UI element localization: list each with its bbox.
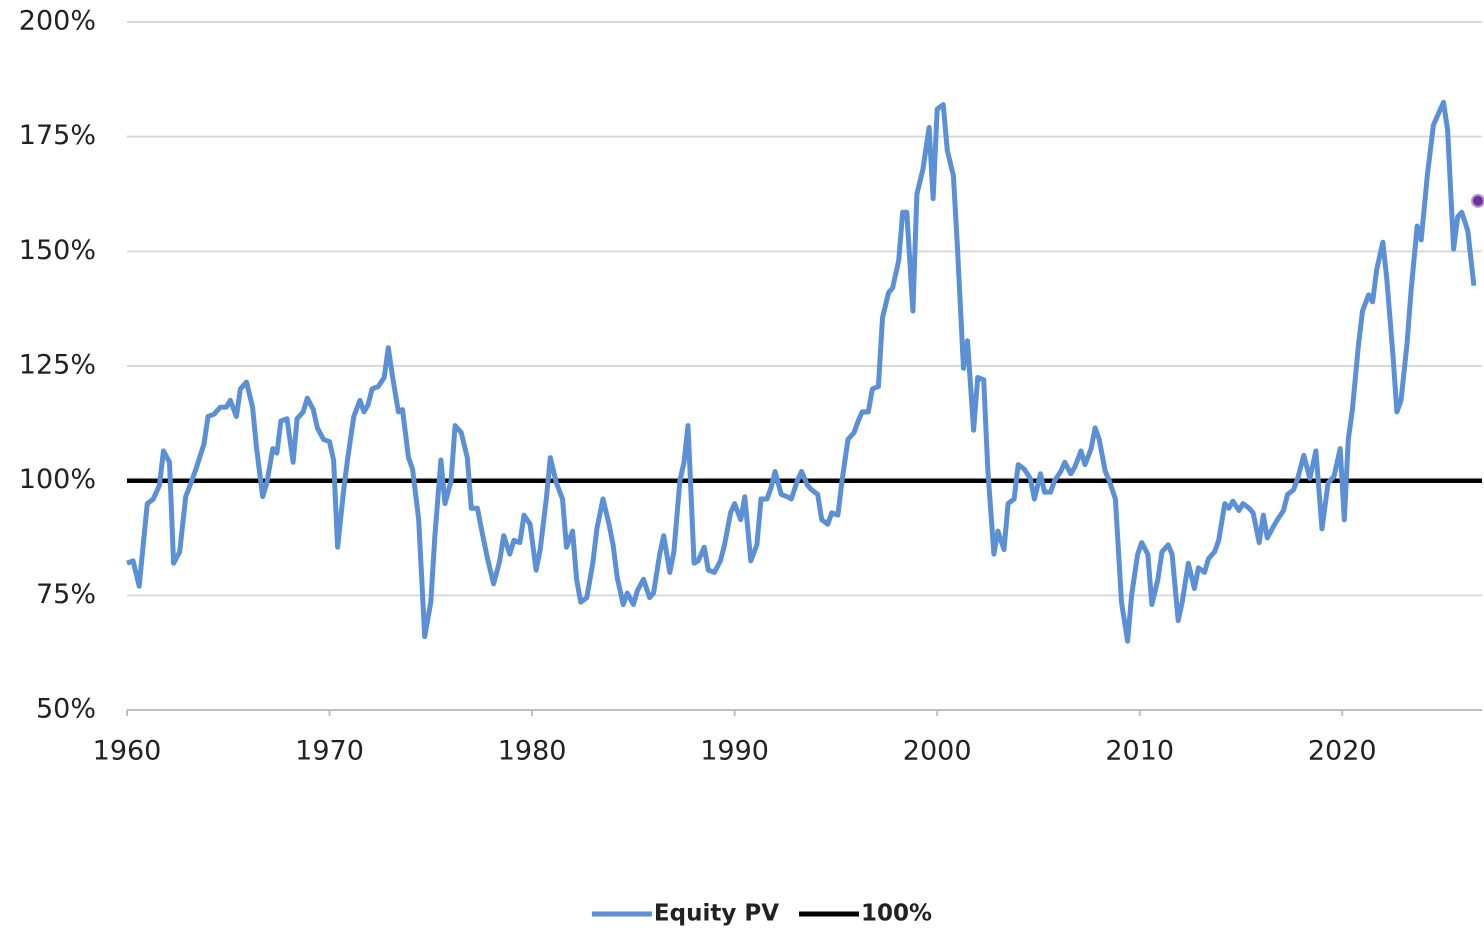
- series-line: [126, 99, 1477, 644]
- x-tick-label: 2010: [1105, 736, 1174, 767]
- y-tick-label: 175%: [19, 120, 96, 151]
- x-tick-label: 1970: [295, 736, 364, 767]
- x-tick-label: 2020: [1308, 736, 1377, 767]
- x-tick-label: 1960: [93, 736, 162, 767]
- x-tick-label: 2000: [903, 736, 972, 767]
- legend-text: Equity PV: [654, 901, 779, 927]
- legend-text: 100%: [861, 901, 932, 927]
- y-tick-label: 200%: [19, 6, 96, 37]
- x-tick-label: 1990: [700, 736, 769, 767]
- x-tick-label: 1980: [498, 736, 567, 767]
- y-tick-label: 100%: [19, 464, 96, 495]
- y-tick-label: 150%: [19, 235, 96, 266]
- latest-point: [1470, 193, 1484, 208]
- y-tick-label: 125%: [19, 350, 96, 381]
- y-tick-label: 50%: [36, 694, 96, 725]
- y-tick-label: 75%: [36, 579, 96, 610]
